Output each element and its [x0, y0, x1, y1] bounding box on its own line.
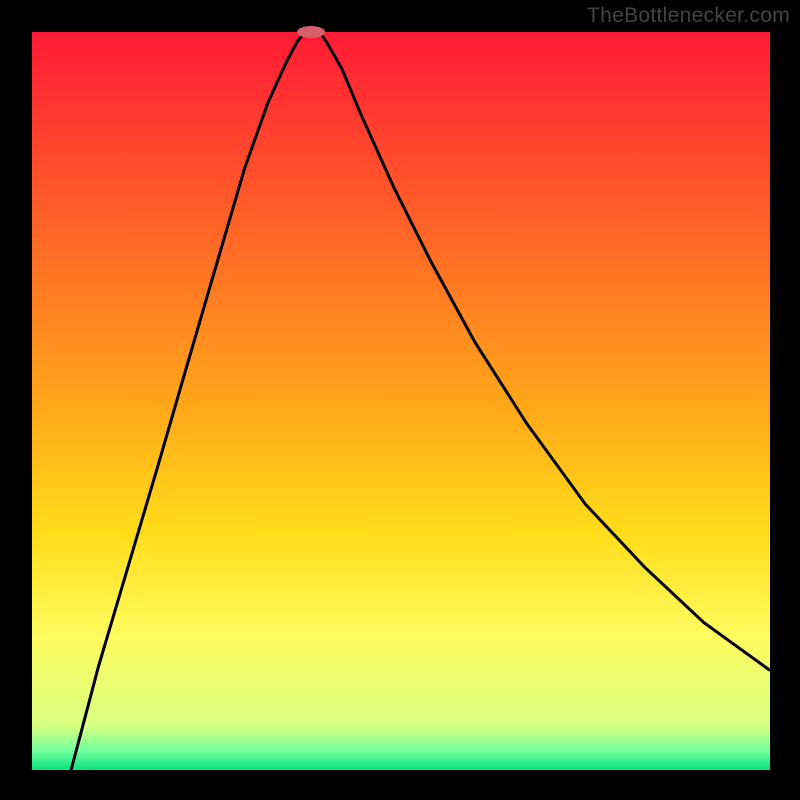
curve-right-branch — [320, 32, 770, 670]
chart-plot-area — [32, 32, 770, 770]
watermark-text: TheBottlenecker.com — [587, 4, 790, 28]
curve-left-branch — [71, 32, 305, 770]
optimal-balance-marker — [297, 26, 325, 38]
bottleneck-curve-svg — [32, 32, 770, 770]
